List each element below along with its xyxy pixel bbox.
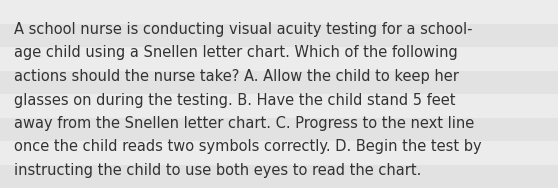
Text: glasses on during the testing. B. Have the child stand 5 feet: glasses on during the testing. B. Have t… (14, 92, 455, 108)
Bar (0, 0, 558, 24)
Bar (0, 141, 558, 164)
Text: once the child reads two symbols correctly. D. Begin the test by: once the child reads two symbols correct… (14, 139, 482, 155)
Text: A school nurse is conducting visual acuity testing for a school-: A school nurse is conducting visual acui… (14, 22, 473, 37)
Bar (0, 118, 558, 141)
Text: age child using a Snellen letter chart. Which of the following: age child using a Snellen letter chart. … (14, 45, 458, 61)
Bar (0, 70, 558, 94)
Bar (0, 24, 558, 47)
Text: away from the Snellen letter chart. C. Progress to the next line: away from the Snellen letter chart. C. P… (14, 116, 474, 131)
Text: instructing the child to use both eyes to read the chart.: instructing the child to use both eyes t… (14, 163, 421, 178)
Bar (0, 164, 558, 188)
Bar (0, 94, 558, 118)
Text: actions should the nurse take? A. Allow the child to keep her: actions should the nurse take? A. Allow … (14, 69, 459, 84)
Bar (0, 47, 558, 70)
